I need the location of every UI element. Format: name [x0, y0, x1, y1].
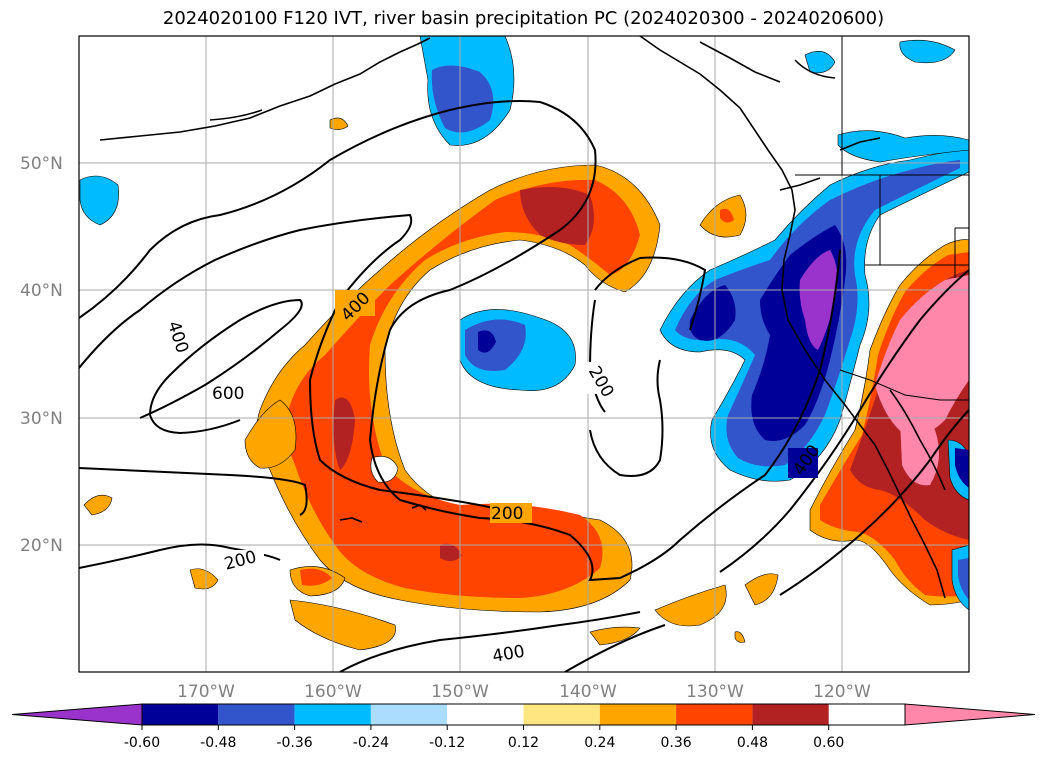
map-frame — [78, 35, 970, 673]
coastlines — [99, 36, 946, 599]
ivt-contours — [79, 100, 969, 672]
colorbar-extend-high — [904, 703, 1036, 726]
contour-label: 200 — [491, 504, 523, 524]
colorbar-swatch — [523, 704, 600, 725]
colorbar-swatch — [676, 704, 753, 725]
colorbar-tick-label: 0.48 — [737, 735, 768, 751]
lat-label: 50°N — [20, 154, 63, 174]
colorbar-tick-label: 0.12 — [508, 735, 539, 751]
graticule — [79, 36, 969, 672]
lat-label: 40°N — [20, 281, 63, 301]
colorbar-tick-label: -0.36 — [276, 735, 312, 751]
lon-label: 170°W — [177, 682, 235, 702]
colorbar-swatch — [218, 704, 295, 725]
colorbar-swatch — [142, 704, 219, 725]
political-borders — [795, 36, 969, 401]
latitude-labels: 50°N 40°N 30°N 20°N — [20, 154, 63, 556]
colorbar-tick-label: 0.36 — [661, 735, 692, 751]
lon-label: 150°W — [431, 682, 489, 702]
colorbar-tick-label: -0.12 — [429, 735, 465, 751]
colorbar-extend-low — [11, 703, 143, 726]
colorbar-tick-label: 0.24 — [584, 735, 615, 751]
map-title: 2024020100 F120 IVT, river basin precipi… — [162, 8, 885, 29]
colorbar-tick-label: -0.24 — [353, 735, 389, 751]
longitude-labels: 170°W 160°W 150°W 140°W 130°W 120°W — [177, 682, 871, 702]
colorbar-swatch — [370, 704, 448, 725]
contour-labels: 400 600 400 200 200 200 400 400 — [157, 288, 824, 667]
colorbar-tick-label: -0.60 — [124, 735, 160, 751]
colorbar-swatch — [447, 704, 524, 725]
colorbar-swatch — [294, 704, 371, 725]
colorbar: -0.60 -0.48 -0.36 -0.24 -0.12 0.12 0.24 0.36 0.4… — [11, 703, 1036, 751]
lon-label: 160°W — [304, 682, 362, 702]
colorbar-swatch — [752, 704, 829, 725]
lon-label: 130°W — [686, 682, 744, 702]
lon-label: 120°W — [813, 682, 871, 702]
colorbar-tick-label: -0.48 — [200, 735, 236, 751]
colorbar-tick-label: 0.60 — [813, 735, 844, 751]
lat-label: 30°N — [20, 409, 63, 429]
colorbar-swatch — [599, 704, 677, 725]
lon-label: 140°W — [559, 682, 617, 702]
lat-label: 20°N — [20, 536, 63, 556]
precipitation-shading — [79, 36, 969, 651]
contour-label: 600 — [212, 384, 244, 404]
